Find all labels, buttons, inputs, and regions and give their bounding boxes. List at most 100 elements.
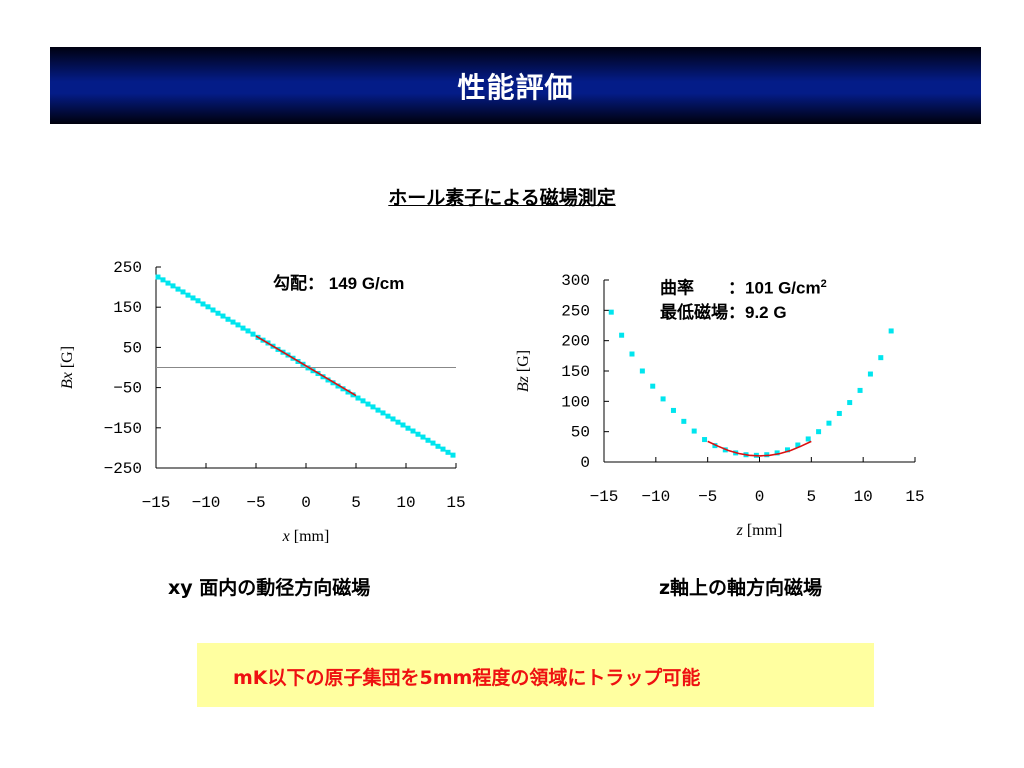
data-point [784, 447, 790, 453]
data-point [370, 404, 376, 410]
right-chart-caption: z軸上の軸方向磁場 [659, 577, 823, 599]
data-point [240, 325, 246, 331]
min-field-label: 最低磁場： [660, 302, 745, 322]
fit-line [255, 335, 357, 397]
x-tick-label: −10 [192, 494, 221, 512]
data-point [205, 304, 211, 310]
data-point [425, 437, 431, 443]
y-tick-label: −150 [104, 420, 142, 438]
data-point [155, 274, 161, 280]
data-point [410, 428, 416, 434]
gradient-annotation: 勾配： 149 G/cm [273, 272, 404, 296]
data-point [805, 436, 811, 442]
gradient-label: 勾配： [273, 274, 324, 293]
data-point [639, 368, 645, 374]
y-tick-label: 150 [113, 299, 142, 317]
x-tick-label: 15 [446, 494, 465, 512]
data-point [375, 407, 381, 413]
y-tick-label: 250 [113, 259, 142, 277]
data-point [345, 389, 351, 395]
data-point [165, 280, 171, 286]
x-tick-label: 10 [396, 494, 415, 512]
data-point [774, 450, 780, 456]
x-tick-label: 5 [807, 488, 817, 506]
y-tick-label: 50 [571, 424, 590, 442]
min-field-value: 9.2 G [745, 302, 787, 322]
x-tick-label: −5 [246, 494, 265, 512]
data-point [650, 383, 656, 389]
data-point [245, 328, 251, 334]
slide-subtitle: ホール素子による磁場測定 [388, 187, 616, 209]
data-point [816, 429, 822, 435]
y-tick-label: 150 [561, 363, 590, 381]
x-tick-label: −5 [698, 488, 717, 506]
x-tick-label: 0 [301, 494, 311, 512]
data-point [440, 446, 446, 452]
y-tick-label: 200 [561, 333, 590, 351]
data-point [350, 392, 356, 398]
data-point [220, 313, 226, 319]
data-point [836, 410, 842, 416]
data-point [415, 431, 421, 437]
y-axis-title: Bx [G] [59, 346, 76, 389]
data-point [795, 442, 801, 448]
data-point [175, 286, 181, 292]
data-point [200, 301, 206, 307]
y-tick-label: −50 [113, 380, 142, 398]
conclusion-text: mK以下の原子集団を5mm程度の領域にトラップ可能 [233, 667, 701, 689]
y-axis-title: Bz [G] [515, 350, 532, 392]
y-tick-label: 0 [580, 454, 590, 472]
data-point [160, 277, 166, 283]
data-point [360, 398, 366, 404]
x-tick-label: −15 [590, 488, 619, 506]
fit-line [707, 440, 812, 457]
data-point [230, 319, 236, 325]
data-point [180, 289, 186, 295]
x-tick-label: −10 [641, 488, 670, 506]
data-point [395, 419, 401, 425]
x-axis-title: x [mm] [282, 528, 330, 545]
data-point [660, 396, 666, 402]
data-point [355, 395, 361, 401]
y-tick-label: 300 [561, 272, 590, 290]
data-point [385, 413, 391, 419]
y-tick-label: 50 [123, 339, 142, 357]
x-tick-label: 10 [854, 488, 873, 506]
data-point [170, 283, 176, 289]
data-point [430, 440, 436, 446]
data-point [390, 416, 396, 422]
data-point [450, 452, 456, 458]
data-point [225, 316, 231, 322]
x-tick-label: −15 [142, 494, 171, 512]
data-point [420, 434, 426, 440]
data-point [670, 407, 676, 413]
data-point [435, 443, 441, 449]
conclusion-box: mK以下の原子集団を5mm程度の領域にトラップ可能 [197, 643, 874, 707]
data-point [365, 401, 371, 407]
curvature-label: 曲率 ： [660, 278, 745, 298]
data-point [340, 386, 346, 392]
data-point [445, 449, 451, 455]
curvature-exponent: 2 [820, 278, 827, 290]
data-point [857, 387, 863, 393]
data-point [195, 298, 201, 304]
data-point [702, 437, 708, 443]
curvature-value: 101 G/cm [745, 278, 821, 298]
data-point [629, 351, 635, 357]
data-point [335, 383, 341, 389]
y-tick-label: 250 [561, 302, 590, 320]
data-point [867, 371, 873, 377]
x-tick-label: 15 [905, 488, 924, 506]
data-point [215, 310, 221, 316]
slide-title: 性能評価 [457, 70, 574, 104]
x-tick-label: 5 [351, 494, 361, 512]
data-point [608, 309, 614, 315]
data-point [210, 307, 216, 313]
x-axis-title: z [mm] [736, 522, 783, 539]
data-point [619, 332, 625, 338]
data-point [826, 420, 832, 426]
data-point [190, 295, 196, 301]
curvature-annotation: 曲率 ：101 G/cm2 最低磁場：9.2 G [660, 272, 827, 325]
data-point [681, 418, 687, 424]
